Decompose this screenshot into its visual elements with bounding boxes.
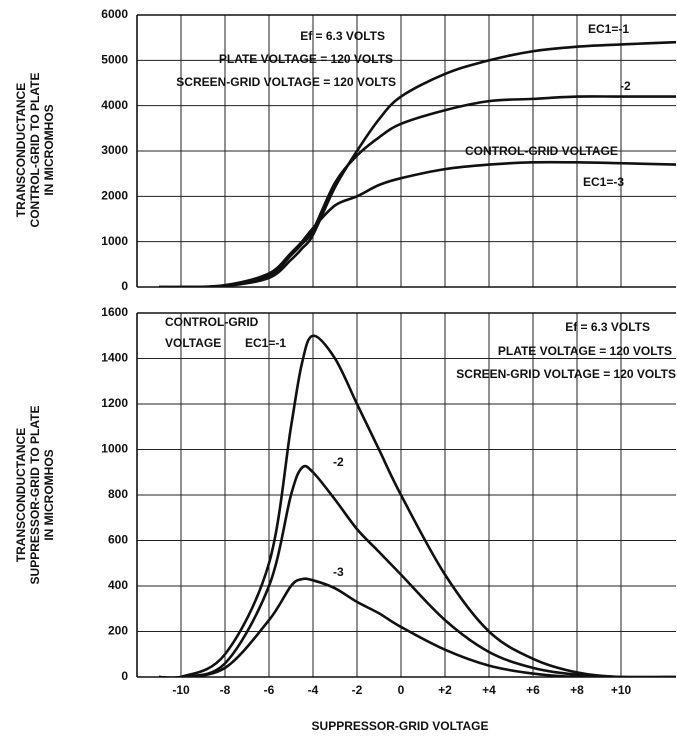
curve-label: EC1=-1 xyxy=(588,22,629,36)
y-tick-label: 0 xyxy=(121,669,128,683)
x-tick-label: +2 xyxy=(438,683,452,697)
curve-label: EC1=-3 xyxy=(583,175,624,189)
annotation: CONTROL-GRID xyxy=(165,315,259,329)
annotation: SCREEN-GRID VOLTAGE = 120 VOLTS xyxy=(456,367,676,381)
y-tick-label: 2000 xyxy=(101,189,128,203)
y-axis-label: TRANSCONDUCTANCE xyxy=(14,428,28,562)
x-tick-label: -2 xyxy=(352,683,363,697)
annotation: SCREEN-GRID VOLTAGE = 120 VOLTS xyxy=(176,75,396,89)
curve xyxy=(159,577,676,677)
curve-label: -2 xyxy=(620,79,631,93)
curve xyxy=(159,40,676,287)
y-tick-label: 1400 xyxy=(101,351,128,365)
x-axis-label: SUPPRESSOR-GRID VOLTAGE xyxy=(312,719,489,733)
y-axis-label: TRANSCONDUCTANCE xyxy=(14,83,28,217)
y-axis-label: IN MICROMHOS xyxy=(42,104,56,195)
annotation: VOLTAGE xyxy=(165,336,221,350)
y-tick-label: 1200 xyxy=(101,396,128,410)
y-tick-label: 3000 xyxy=(101,143,128,157)
y-tick-label: 400 xyxy=(108,578,128,592)
x-tick-label: -6 xyxy=(264,683,275,697)
annotation: PLATE VOLTAGE = 120 VOLTS xyxy=(498,344,672,358)
annotation: PLATE VOLTAGE = 120 VOLTS xyxy=(219,52,393,66)
y-axis-label: SUPPRESSOR-GRID TO PLATE xyxy=(28,406,42,585)
x-tick-label: -4 xyxy=(308,683,319,697)
y-tick-label: 5000 xyxy=(101,53,128,67)
annotation: CONTROL-GRID VOLTAGE xyxy=(465,144,618,158)
y-tick-label: 1000 xyxy=(101,442,128,456)
curve-label: -3 xyxy=(333,565,344,579)
y-tick-label: 1000 xyxy=(101,234,128,248)
y-tick-label: 0 xyxy=(121,279,128,293)
y-tick-label: 800 xyxy=(108,487,128,501)
x-tick-label: +10 xyxy=(611,683,632,697)
annotation: Ef = 6.3 VOLTS xyxy=(565,320,650,334)
x-tick-label: +4 xyxy=(482,683,496,697)
y-tick-label: 6000 xyxy=(101,7,128,21)
curve-label: -2 xyxy=(333,455,344,469)
y-axis-label: IN MICROMHOS xyxy=(42,449,56,540)
curve xyxy=(159,160,676,287)
curve xyxy=(159,334,676,677)
x-tick-label: -10 xyxy=(172,683,190,697)
y-tick-label: 4000 xyxy=(101,98,128,112)
annotation: Ef = 6.3 VOLTS xyxy=(300,29,385,43)
x-tick-label: -8 xyxy=(220,683,231,697)
x-tick-label: +8 xyxy=(570,683,584,697)
x-tick-label: +6 xyxy=(526,683,540,697)
curve xyxy=(159,464,676,677)
y-tick-label: 600 xyxy=(108,533,128,547)
x-tick-label: 0 xyxy=(398,683,405,697)
y-tick-label: 200 xyxy=(108,624,128,638)
y-axis-label: CONTROL-GRID TO PLATE xyxy=(28,73,42,228)
y-tick-label: 1600 xyxy=(101,305,128,319)
curve xyxy=(159,95,676,287)
curve-label: EC1=-1 xyxy=(245,336,286,350)
